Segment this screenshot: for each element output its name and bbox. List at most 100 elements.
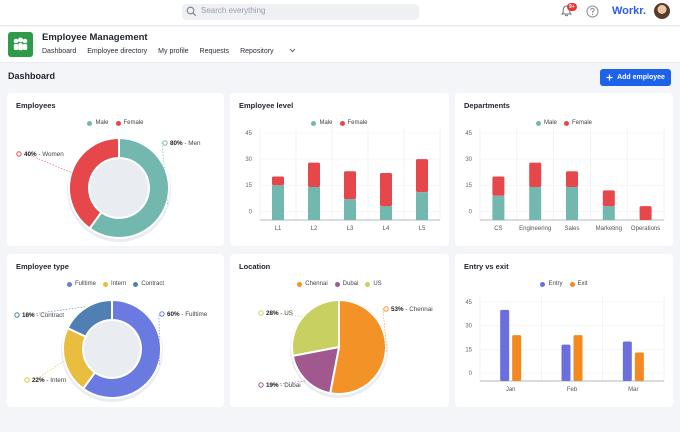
employee_type-marker-fulltime <box>159 311 165 317</box>
nav-my-profile[interactable]: My profile <box>158 48 189 55</box>
location-leader-dubai <box>268 380 306 386</box>
departments-ytick-45: 45 <box>465 131 472 137</box>
add-employee-button[interactable]: Add employee <box>600 69 671 86</box>
entry_exit-bar-feb-entry[interactable] <box>561 344 571 381</box>
page-title: Dashboard <box>8 71 56 81</box>
employee-level-title: Employee level <box>239 101 294 110</box>
male-legend-dot <box>535 120 541 126</box>
employees-slice-male[interactable] <box>88 136 170 239</box>
legend-female: Female <box>123 120 144 126</box>
location-slice-chennai[interactable] <box>329 298 387 395</box>
departments-ytick-30: 30 <box>465 157 472 163</box>
departments-xtick-sales: Sales <box>564 226 579 232</box>
employee_level-bar-l2-male[interactable] <box>308 186 320 220</box>
plus-icon <box>606 74 613 81</box>
employee-level-legend: Male Female <box>230 120 449 126</box>
employee-type-donut-chart: 60% - Fulltime 22% - Intern 18% - Contract <box>14 298 208 402</box>
female-legend-dot <box>339 120 345 126</box>
employees-label-female: 40% - Women <box>24 151 64 158</box>
employee_level-ytick-30: 30 <box>245 157 252 163</box>
help-icon[interactable] <box>586 5 599 18</box>
search-bar[interactable]: Search everything <box>182 4 419 20</box>
app-nav: Dashboard Employee directory My profile … <box>42 48 307 55</box>
employee_type-leader-contract <box>24 306 86 316</box>
exit-legend-dot <box>569 281 575 287</box>
departments-bar-operations-female[interactable] <box>639 206 652 220</box>
location-legend: Chennai Dubai US <box>230 281 449 287</box>
notification-badge: 9+ <box>567 3 577 11</box>
entry_exit-bar-feb-exit[interactable] <box>573 335 583 381</box>
employee_level-bar-l5-female[interactable] <box>416 159 428 193</box>
location-slice-us[interactable] <box>291 298 340 357</box>
entry_exit-bar-jan-entry[interactable] <box>500 309 510 381</box>
departments-bar-cs-female[interactable] <box>492 176 505 196</box>
departments-bar-engineering-female[interactable] <box>529 162 542 187</box>
avatar[interactable] <box>654 3 670 19</box>
fulltime-legend-dot <box>66 281 72 287</box>
employee_type-leader-fulltime <box>158 313 160 365</box>
employee_type-marker-contract <box>14 312 20 318</box>
workr-logo[interactable]: Workr. <box>612 5 647 17</box>
nav-repository[interactable]: Repository <box>240 48 295 55</box>
employee_type-slice-fulltime[interactable] <box>81 298 162 399</box>
entry-exit-title: Entry vs exit <box>464 262 509 271</box>
location-slice-dubai[interactable] <box>291 345 341 395</box>
entry_exit-xtick-feb: Feb <box>567 387 578 393</box>
employee_level-bar-l5-male[interactable] <box>416 192 428 220</box>
departments-bar-engineering-male[interactable] <box>529 186 542 220</box>
employees-marker-female <box>16 151 22 157</box>
legend-male: Male <box>95 120 109 126</box>
employee_level-xtick-l3: L3 <box>347 226 354 232</box>
entry_exit-bar-jan-exit[interactable] <box>512 335 522 381</box>
location-marker-us <box>258 310 264 316</box>
location-label-dubai: 19% - Dubai <box>266 382 301 389</box>
employee_level-bar-l2-female[interactable] <box>308 162 320 187</box>
departments-bar-sales-female[interactable] <box>566 171 578 187</box>
departments-card: Departments Male Female 0 15 30 45 CS Enginee… <box>455 93 673 246</box>
nav-employee-directory[interactable]: Employee directory <box>87 48 148 55</box>
employee_level-xtick-l2: L2 <box>311 226 318 232</box>
entry_exit-bar-mar-entry[interactable] <box>622 341 632 382</box>
us-legend-dot <box>365 281 371 287</box>
contract-legend-dot <box>133 281 139 287</box>
location-leader-us <box>268 312 303 317</box>
search-input[interactable]: Search everything <box>201 6 266 15</box>
nav-requests[interactable]: Requests <box>199 48 230 55</box>
legend-male: Male <box>543 120 557 126</box>
location-marker-chennai <box>383 306 389 312</box>
employee-type-card: Employee type Fulltime Intern Contract 6… <box>7 254 224 407</box>
employees-card: Employees Male Female 80% - Men 40% - Wom… <box>7 93 224 246</box>
employee-type-legend: Fulltime Intern Contract <box>7 281 224 287</box>
entry-exit-bar-chart: 0 15 30 45 Jan Feb Mar <box>465 296 665 393</box>
employee_level-bar-l3-female[interactable] <box>344 171 356 200</box>
departments-bar-cs-male[interactable] <box>492 195 505 220</box>
employee_type-slice-contract[interactable] <box>66 298 113 338</box>
employee_level-bar-l4-male[interactable] <box>380 206 392 220</box>
departments-bar-marketing-female[interactable] <box>602 190 615 207</box>
intern-legend-dot <box>102 281 108 287</box>
nav-dashboard[interactable]: Dashboard <box>42 48 77 55</box>
male-legend-dot <box>311 120 317 126</box>
location-card: Location Chennai Dubai US 53% - Chennai 1… <box>230 254 449 407</box>
employee_level-bar-l3-male[interactable] <box>344 199 356 220</box>
entry_exit-ytick-15: 15 <box>465 347 472 353</box>
departments-bar-marketing-male[interactable] <box>602 206 615 220</box>
employee_level-xtick-l1: L1 <box>275 226 282 232</box>
employees-leader-female <box>26 153 71 173</box>
employee_type-label-intern: 22% - Intern <box>32 377 67 384</box>
location-title: Location <box>239 262 271 271</box>
departments-bar-sales-male[interactable] <box>566 186 578 220</box>
employee_level-bar-l1-male[interactable] <box>272 185 284 220</box>
male-legend-dot <box>87 120 93 126</box>
employees-slice-female[interactable] <box>68 136 120 230</box>
female-legend-dot <box>115 120 121 126</box>
employee-level-bar-chart: 0 15 30 45 L1 L2 L3 L4 L5 <box>245 127 441 232</box>
female-legend-dot <box>564 120 569 126</box>
entry_exit-bar-mar-exit[interactable] <box>634 352 644 381</box>
departments-xtick-marketing: Marketing <box>596 226 622 232</box>
search-icon <box>186 6 197 17</box>
legend-female: Female <box>347 120 368 126</box>
entry-exit-legend: Entry Exit <box>455 281 673 287</box>
employee_level-bar-l4-female[interactable] <box>380 173 392 207</box>
employee_level-bar-l1-female[interactable] <box>272 176 284 186</box>
